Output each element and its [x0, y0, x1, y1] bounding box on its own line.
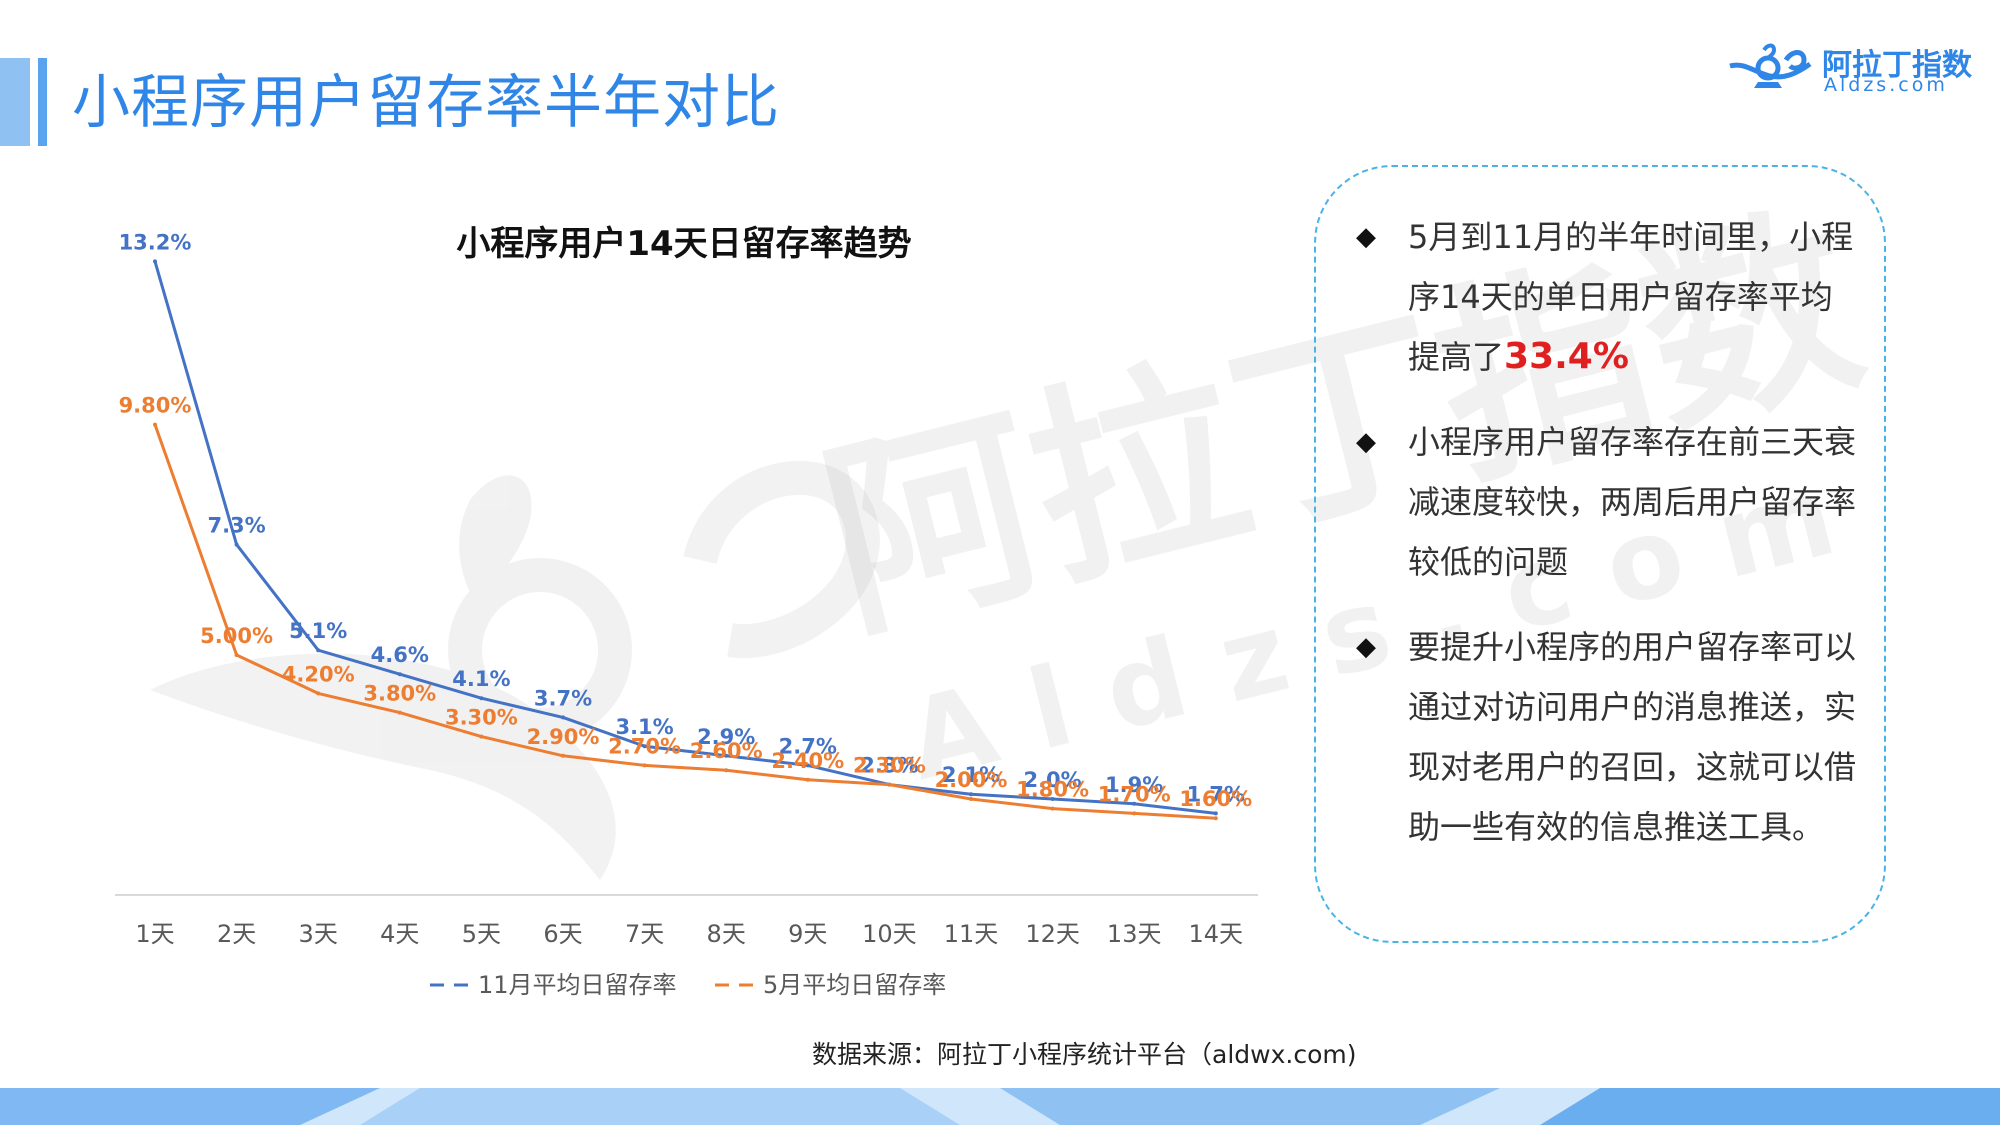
- legend-label: 11月平均日留存率: [478, 971, 677, 999]
- data-label: 2.00%: [935, 768, 1008, 792]
- data-point: [234, 542, 239, 547]
- x-tick-label: 12天: [1025, 920, 1080, 948]
- data-label: 2.9%: [697, 725, 755, 749]
- insight-bullet-3: ◆ 要提升小程序的用户留存率可以通过对访问用户的消息推送，实现对老用户的召回，这…: [1356, 617, 1856, 857]
- data-point: [724, 753, 729, 758]
- data-label: 1.70%: [1098, 782, 1171, 806]
- diamond-bullet-icon: ◆: [1356, 632, 1376, 662]
- data-point: [479, 696, 484, 701]
- data-point: [969, 797, 973, 801]
- data-label: 9.80%: [119, 394, 192, 418]
- data-label: 1.9%: [1105, 773, 1163, 797]
- data-label: 13.2%: [119, 230, 192, 254]
- x-tick-label: 6天: [543, 920, 582, 948]
- data-label: 2.7%: [779, 734, 837, 758]
- series-line-november: [153, 260, 1216, 815]
- data-point: [1050, 806, 1055, 811]
- x-tick-label: 2天: [217, 920, 256, 948]
- insight-panel: ◆ 5月到11月的半年时间里，小程序14天的单日用户留存率平均提高了33.4% …: [1314, 165, 1886, 943]
- brand-logo: 阿拉丁指数 Aldzs.com: [1724, 38, 1972, 100]
- chart-title: 小程序用户14天日留存率趋势: [456, 224, 911, 264]
- x-tick-label: 14天: [1189, 920, 1244, 948]
- x-tick-label: 9天: [788, 920, 827, 948]
- diamond-bullet-icon: ◆: [1356, 222, 1376, 252]
- data-point: [642, 763, 647, 768]
- data-label: 5.1%: [289, 619, 347, 643]
- data-point: [397, 710, 402, 715]
- data-label: 4.20%: [282, 662, 355, 686]
- retention-line-chart: 小程序用户14天日留存率趋势 13.2% 7.3% 5.1% 4.6% 4.1% 3.7%…: [115, 224, 1258, 999]
- insight-highlight: 33.4%: [1504, 336, 1629, 377]
- insight-text-1: 5月到11月的半年时间里，小程序14天的单日用户留存率平均提高了: [1408, 218, 1854, 376]
- data-point: [316, 691, 321, 696]
- data-point: [642, 744, 647, 749]
- data-point: [561, 715, 565, 720]
- data-point: [1050, 797, 1055, 801]
- logo-english-text: Aldzs.com: [1824, 74, 1948, 96]
- data-label: 4.1%: [452, 667, 510, 691]
- data-point: [234, 653, 239, 657]
- x-tick-label: 4天: [380, 920, 419, 948]
- data-label: 5.00%: [200, 624, 273, 648]
- x-tick-label: 13天: [1107, 920, 1162, 948]
- legend-label: 5月平均日留存率: [763, 971, 946, 999]
- diamond-bullet-icon: ◆: [1356, 427, 1376, 457]
- data-label: 2.0%: [1023, 768, 1081, 792]
- data-point: [1213, 816, 1218, 821]
- data-point: [887, 782, 892, 787]
- data-label: 3.7%: [534, 686, 592, 710]
- x-tick-label: 7天: [625, 920, 664, 948]
- x-tick-label: 8天: [707, 920, 746, 948]
- data-label: 1.7%: [1187, 782, 1245, 806]
- data-point: [1213, 811, 1218, 816]
- title-accent-bar: [0, 58, 50, 146]
- x-tick-label: 10天: [862, 920, 917, 948]
- data-label: 2.40%: [771, 749, 844, 773]
- page-title: 小程序用户留存率半年对比: [72, 68, 781, 136]
- data-label: 2.3%: [860, 754, 918, 778]
- insight-bullet-1: ◆ 5月到11月的半年时间里，小程序14天的单日用户留存率平均提高了33.4%: [1356, 207, 1856, 387]
- logo-chinese-text: 阿拉丁指数: [1822, 48, 1972, 83]
- data-point: [805, 777, 810, 782]
- data-point: [724, 768, 729, 773]
- data-label: 3.80%: [363, 682, 436, 706]
- data-point: [479, 734, 484, 739]
- data-point: [153, 259, 157, 264]
- data-label: 2.30%: [853, 754, 926, 778]
- data-label: 7.3%: [207, 514, 265, 538]
- data-label: 2.70%: [608, 734, 681, 758]
- data-label: 2.1%: [942, 763, 1000, 787]
- footer-band: [0, 1088, 2000, 1125]
- insight-bullet-2: ◆ 小程序用户留存率存在前三天衰减速度较快，两周后用户留存率较低的问题: [1356, 412, 1856, 592]
- data-point: [153, 422, 157, 427]
- data-label: 3.30%: [445, 706, 518, 730]
- data-label: 1.60%: [1179, 787, 1252, 811]
- data-point: [561, 753, 565, 758]
- x-tick-label: 5天: [462, 920, 501, 948]
- data-point: [316, 648, 321, 653]
- data-label: 2.60%: [690, 739, 763, 763]
- data-point: [969, 792, 973, 797]
- data-point: [1132, 811, 1137, 816]
- data-point: [1132, 801, 1137, 806]
- insight-text-3: 要提升小程序的用户留存率可以通过对访问用户的消息推送，实现对老用户的召回，这就可…: [1408, 628, 1857, 846]
- data-label: 2.90%: [527, 725, 600, 749]
- data-label: 4.6%: [371, 643, 429, 667]
- insight-text-2: 小程序用户留存率存在前三天衰减速度较快，两周后用户留存率较低的问题: [1408, 423, 1857, 581]
- aladdin-lamp-icon: [1729, 43, 1812, 88]
- x-tick-label: 11天: [944, 920, 999, 948]
- data-label: 1.80%: [1016, 778, 1089, 802]
- data-point: [397, 672, 402, 677]
- x-tick-label: 1天: [135, 920, 174, 948]
- data-label: 3.1%: [615, 715, 673, 739]
- x-tick-label: 3天: [299, 920, 338, 948]
- series-line-may: [153, 424, 1216, 820]
- data-point: [805, 763, 810, 768]
- data-source-note: 数据来源：阿拉丁小程序统计平台（aldwx.com): [812, 1040, 1357, 1069]
